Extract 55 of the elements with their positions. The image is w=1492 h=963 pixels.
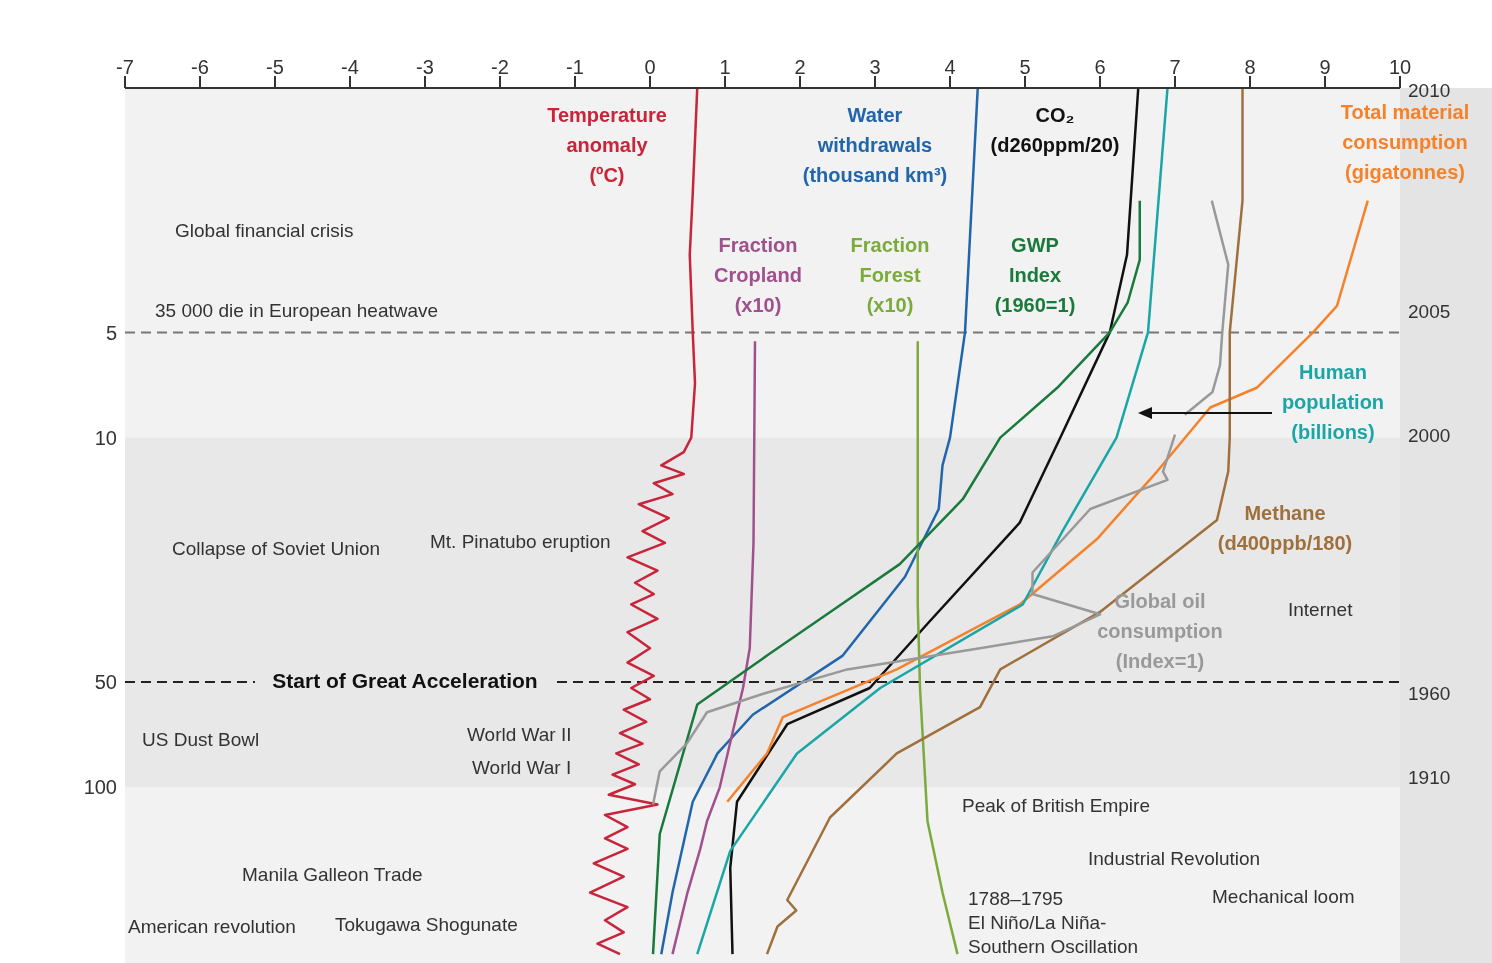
x-tick-label: -4 [341,56,359,78]
annotation: US Dust Bowl [142,729,260,751]
annotation: Manila Galleon Trade [242,864,423,886]
x-tick-label: 9 [1319,56,1331,78]
annotation: American revolution [128,916,296,938]
series-label: Water withdrawals (thousand km³) [802,104,948,187]
annotation: Industrial Revolution [1088,848,1261,870]
text: Human population (billions) [1281,361,1385,444]
annotation: Tokugawa Shogunate [335,914,518,936]
annotation: World War I [472,757,572,779]
series-label: Fraction Forest (x10) [850,234,930,317]
annotation: Peak of British Empire [962,795,1150,817]
annotation: Mt. Pinatubo eruption [430,531,611,553]
text: 2005 [1408,301,1451,323]
x-tick-label: 1 [719,56,731,78]
annotation: Internet [1288,599,1354,621]
series-label: Global oil consumption (Index=1) [1097,590,1223,673]
x-tick-label: 6 [1094,56,1106,78]
x-tick-label: -6 [191,56,209,78]
ref-line-label: 35 000 die in European heatwave [155,300,439,322]
x-tick-label: 5 [1019,56,1031,78]
x-tick-label: -2 [491,56,509,78]
x-tick-label: -7 [116,56,134,78]
annotation: 1788–1795 El Niño/La Niña- Southern Oscillation [968,888,1139,957]
annotation: Collapse of Soviet Union [172,538,381,560]
text: Fraction Cropland (x10) [714,234,802,317]
text: 2010 [1408,80,1451,102]
series-label: Total material consumption (gigatonnes) [1340,101,1470,184]
x-tick-label: 10 [1388,56,1412,78]
x-tick-label: 8 [1244,56,1256,78]
series-label: Methane (d400ppb/180) [1217,502,1353,555]
annotation: Mechanical loom [1212,886,1355,908]
y-tick-label: 100 [83,776,117,799]
text: 2000 [1408,425,1451,447]
annotation: Global financial crisis [175,220,354,242]
annotation: World War II [467,724,572,746]
ref-line-label: Start of Great Acceleration [272,668,538,692]
x-tick-label: 2 [794,56,806,78]
line-series [671,340,757,956]
text: 1910 [1408,767,1451,789]
x-tick-label: -3 [416,56,434,78]
x-tick-label: -1 [566,56,584,78]
series-label: Temperature anomaly (ºC) [547,104,667,187]
y-tick-label: 10 [94,426,117,449]
x-tick-label: 0 [644,56,656,78]
series-label: CO₂ (d260ppm/20) [990,104,1120,157]
x-tick-label: 3 [869,56,881,78]
text: 1960 [1408,683,1451,705]
series-label: GWP Index (1960=1) [994,234,1076,317]
y-tick-label: 5 [105,321,117,344]
x-tick-label: -5 [266,56,284,78]
x-tick-label: 4 [944,56,956,78]
x-tick-label: 7 [1169,56,1181,78]
y-tick-label: 50 [94,671,117,694]
line-series [916,340,959,956]
